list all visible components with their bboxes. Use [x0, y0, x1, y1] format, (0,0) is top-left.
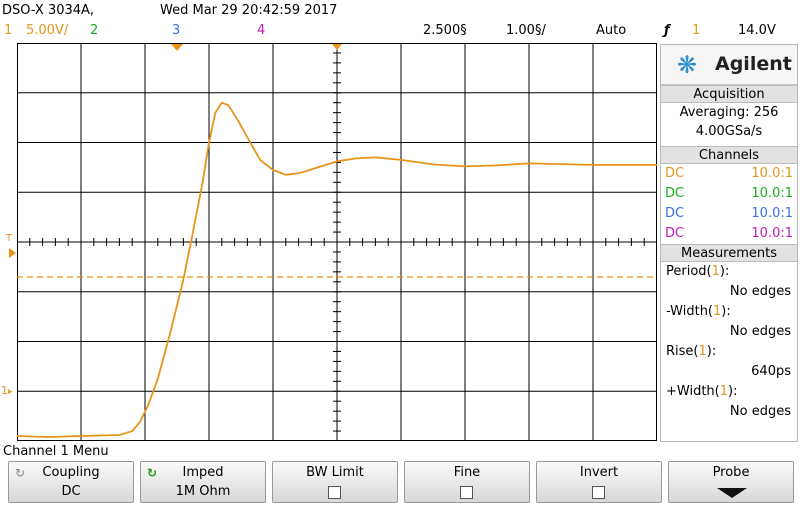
ch1-number[interactable]: 1	[4, 23, 13, 38]
channel-coupling: DC	[665, 226, 685, 241]
measurement-value: No edges	[729, 324, 791, 339]
horizontal-delay[interactable]: 2.500§	[423, 23, 467, 38]
trigger-mode[interactable]: Auto	[596, 23, 627, 38]
datetime: Wed Mar 29 20:42:59 2017	[160, 3, 338, 18]
channels-header[interactable]: Channels	[661, 146, 797, 164]
channel-probe: 10.0:1	[751, 226, 793, 241]
invert-softkey[interactable]: Invert	[536, 461, 662, 503]
measurement-neg-width[interactable]: -Width(1): No edges	[661, 302, 797, 342]
channel-probe: 10.0:1	[751, 186, 793, 201]
rotate-knob-icon: ↻	[15, 466, 26, 480]
channel2-row[interactable]: DC 10.0:1	[661, 184, 797, 204]
probe-softkey[interactable]: Probe	[668, 461, 794, 503]
channel1-trace	[17, 101, 657, 438]
bw-limit-checkbox[interactable]	[328, 486, 341, 499]
acquisition-header[interactable]: Acquisition	[661, 85, 797, 103]
invert-checkbox[interactable]	[592, 486, 605, 499]
delay-marker-left-icon[interactable]	[171, 44, 183, 51]
ch2-number[interactable]: 2	[90, 23, 99, 38]
menu-title: Channel 1 Menu	[3, 444, 109, 459]
sample-rate: 4.00GSa/s	[695, 124, 763, 139]
channel1-row[interactable]: DC 10.0:1	[661, 164, 797, 184]
measurement-value: No edges	[729, 284, 791, 299]
info-panel: ❋ Agilent Acquisition Averaging: 256 4.0…	[660, 44, 798, 442]
measurements-header[interactable]: Measurements	[661, 244, 797, 262]
coupling-softkey[interactable]: ↻ Coupling DC	[8, 461, 134, 503]
trigger-marker-icon: T	[6, 233, 13, 244]
averaging-value: Averaging: 256	[679, 105, 779, 120]
agilent-spark-icon: ❋	[677, 51, 698, 79]
channel-coupling: DC	[665, 166, 685, 181]
ground-marker-icon: 1▸	[1, 384, 13, 397]
timebase-scale[interactable]: 1.00§/	[506, 23, 546, 38]
ch3-number[interactable]: 3	[172, 23, 181, 38]
trigger-level[interactable]: 14.0V	[738, 23, 776, 38]
channel-coupling: DC	[665, 186, 685, 201]
channel-probe: 10.0:1	[751, 206, 793, 221]
measurement-value: 640ps	[751, 364, 791, 379]
status-bar: DSO-X 3034A, Wed Mar 29 20:42:59 2017	[0, 0, 800, 22]
waveform-display[interactable]	[17, 43, 657, 441]
brand-name: Agilent	[715, 53, 792, 75]
brand-logo: ❋ Agilent	[661, 45, 797, 85]
rotate-knob-icon: ↻	[147, 466, 158, 480]
submenu-arrow-icon	[717, 488, 747, 498]
channel-status-bar: 1 5.00V/ 2 3 4 2.500§ 1.00§/ Auto ƒ 1 14…	[0, 22, 800, 42]
channel4-row[interactable]: DC 10.0:1	[661, 224, 797, 244]
measurement-rise[interactable]: Rise(1): 640ps	[661, 342, 797, 382]
impedance-softkey[interactable]: ↻ Imped 1M Ohm	[140, 461, 266, 503]
measurement-value: No edges	[729, 404, 791, 419]
fine-softkey[interactable]: Fine	[404, 461, 530, 503]
fine-checkbox[interactable]	[460, 486, 473, 499]
scope-model: DSO-X 3034A,	[2, 3, 95, 18]
trigger-source[interactable]: 1	[692, 23, 701, 38]
graticule	[17, 43, 657, 441]
trigger-arrow-icon	[9, 248, 16, 258]
softkey-bar: ↻ Coupling DC ↻ Imped 1M Ohm BW Limit Fi…	[0, 461, 800, 508]
ch1-scale[interactable]: 5.00V/	[26, 23, 69, 38]
ch4-number[interactable]: 4	[257, 23, 266, 38]
measurement-period[interactable]: Period(1): No edges	[661, 262, 797, 302]
bw-limit-softkey[interactable]: BW Limit	[272, 461, 398, 503]
channel3-row[interactable]: DC 10.0:1	[661, 204, 797, 224]
measurement-pos-width[interactable]: +Width(1): No edges	[661, 382, 797, 422]
trigger-edge-icon: ƒ	[664, 23, 670, 38]
channel-probe: 10.0:1	[751, 166, 793, 181]
channel-coupling: DC	[665, 206, 685, 221]
trigger-position-icon[interactable]	[332, 44, 342, 50]
